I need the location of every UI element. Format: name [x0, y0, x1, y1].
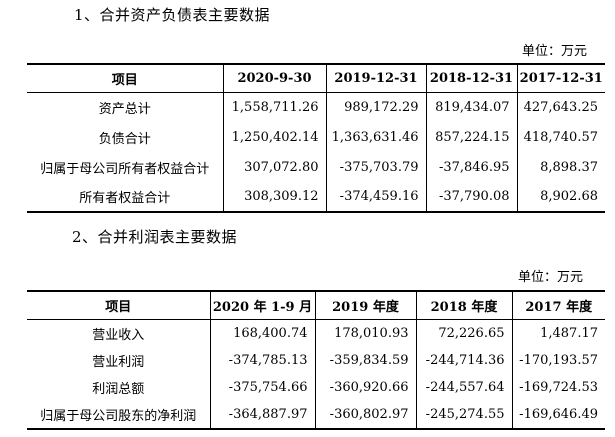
table-cell: -360,920.66: [314, 374, 416, 402]
table-cell: -244,714.36: [415, 346, 512, 374]
column-header: 项目: [27, 291, 210, 320]
row-label: 营业利润: [92, 354, 145, 370]
row-label: 营业收入: [92, 327, 145, 343]
balance-sheet-title: 1、合并资产负债表主要数据: [74, 6, 271, 24]
table-row: 营业利润 -374,785.13 -359,834.59 -244,714.36…: [27, 346, 605, 374]
table-cell: 8,902.68: [516, 182, 605, 212]
table-cell: -360,802.97: [314, 401, 416, 429]
table-row: 利润总额 -375,754.66 -360,920.66 -244,557.64…: [27, 374, 605, 402]
table-cell: 8,898.37: [516, 152, 605, 182]
column-header: 2017-12-31: [516, 64, 605, 93]
column-header: 2019 年度: [314, 291, 416, 320]
table-cell: -364,887.97: [209, 401, 315, 429]
table-cell: -37,846.95: [425, 152, 517, 182]
income-statement-unit: 单位：万元: [518, 270, 584, 285]
table-cell: 307,072.80: [222, 152, 326, 182]
table-row: 负债合计 1,250,402.14 1,363,631.46 857,224.1…: [27, 122, 605, 152]
table-cell: 857,224.15: [425, 122, 517, 152]
table-cell: 72,226.65: [415, 319, 512, 347]
row-label: 所有者权益合计: [79, 191, 171, 206]
column-header: 2020 年 1-9 月: [209, 291, 315, 320]
table-cell: 168,400.74: [209, 319, 315, 347]
table-cell: 1,487.17: [511, 319, 605, 347]
table-cell: -37,790.08: [425, 182, 517, 212]
table-header-row: 项目 2020-9-30 2019-12-31 2018-12-31 2017-…: [27, 64, 605, 93]
row-label: 归属于母公司股东的净利润: [40, 409, 197, 425]
column-header: 2017 年度: [511, 291, 605, 320]
table-row: 资产总计 1,558,711.26 989,172.29 819,434.07 …: [27, 92, 605, 122]
table-cell: 418,740.57: [516, 122, 605, 152]
table-cell: -359,834.59: [314, 346, 416, 374]
balance-sheet-table: 项目 2020-9-30 2019-12-31 2018-12-31 2017-…: [27, 63, 605, 213]
table-cell: -169,646.49: [511, 401, 605, 429]
column-header: 2018 年度: [415, 291, 512, 320]
table-row: 归属于母公司所有者权益合计 307,072.80 -375,703.79 -37…: [27, 152, 605, 182]
column-header: 2020-9-30: [222, 64, 326, 93]
table-cell: 1,558,711.26: [222, 92, 326, 122]
table-row: 归属于母公司股东的净利润 -364,887.97 -360,802.97 -24…: [27, 401, 605, 429]
table-cell: -374,459.16: [325, 182, 426, 212]
table-header-row: 项目 2020 年 1-9 月 2019 年度 2018 年度 2017 年度: [27, 291, 605, 320]
table-row: 所有者权益合计 308,309.12 -374,459.16 -37,790.0…: [27, 182, 605, 212]
balance-sheet-unit: 单位：万元: [522, 44, 588, 59]
table-cell: 989,172.29: [325, 92, 426, 122]
column-header: 2019-12-31: [325, 64, 426, 93]
table-cell: -170,193.57: [511, 346, 605, 374]
income-statement-table: 项目 2020 年 1-9 月 2019 年度 2018 年度 2017 年度 …: [27, 290, 605, 430]
table-row: 营业收入 168,400.74 178,010.93 72,226.65 1,4…: [27, 319, 605, 347]
table-cell: -374,785.13: [209, 346, 315, 374]
column-header: 2018-12-31: [425, 64, 517, 93]
table-cell: -244,557.64: [415, 374, 512, 402]
table-cell: -375,703.79: [325, 152, 426, 182]
table-cell: -169,724.53: [511, 374, 605, 402]
row-label: 利润总额: [92, 382, 145, 398]
table-cell: 819,434.07: [425, 92, 517, 122]
table-cell: 1,363,631.46: [325, 122, 426, 152]
table-cell: 308,309.12: [222, 182, 326, 212]
table-cell: -245,274.55: [415, 401, 512, 429]
row-label: 资产总计: [98, 101, 151, 117]
table-cell: -375,754.66: [209, 374, 315, 402]
table-cell: 178,010.93: [314, 319, 416, 347]
row-label: 归属于母公司所有者权益合计: [40, 161, 210, 177]
income-statement-title: 2、合并利润表主要数据: [72, 228, 238, 246]
row-label: 负债合计: [98, 131, 151, 147]
table-cell: 427,643.25: [516, 92, 605, 122]
column-header: 项目: [27, 64, 223, 93]
table-cell: 1,250,402.14: [222, 122, 326, 152]
